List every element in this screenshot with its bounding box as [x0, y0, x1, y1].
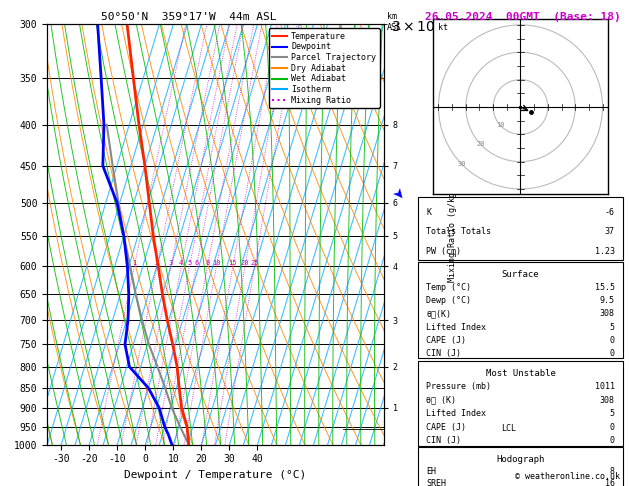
Text: Temp (°C): Temp (°C)	[426, 283, 472, 292]
Y-axis label: Mixing Ratio (g/kg): Mixing Ratio (g/kg)	[448, 187, 457, 282]
Text: 0: 0	[610, 423, 615, 432]
Text: CIN (J): CIN (J)	[426, 436, 462, 445]
Text: Totals Totals: Totals Totals	[426, 227, 491, 237]
Text: 1.23: 1.23	[594, 246, 615, 256]
Text: 37: 37	[604, 227, 615, 237]
Text: EH: EH	[426, 467, 437, 476]
Text: 6: 6	[194, 260, 199, 266]
Text: Hodograph: Hodograph	[496, 454, 545, 464]
Text: -6: -6	[604, 208, 615, 217]
Text: 20: 20	[241, 260, 249, 266]
Text: 2: 2	[155, 260, 159, 266]
Text: 8: 8	[205, 260, 209, 266]
Text: 10: 10	[496, 122, 505, 128]
Text: PW (cm): PW (cm)	[426, 246, 462, 256]
Text: 0: 0	[610, 336, 615, 345]
Text: 5: 5	[610, 409, 615, 418]
Text: © weatheronline.co.uk: © weatheronline.co.uk	[515, 472, 620, 481]
Text: 26.05.2024  00GMT  (Base: 18): 26.05.2024 00GMT (Base: 18)	[425, 12, 620, 22]
Text: θᴇ(K): θᴇ(K)	[426, 310, 452, 318]
Text: LCL: LCL	[501, 424, 516, 433]
Text: kt: kt	[438, 23, 448, 33]
Text: θᴇ (K): θᴇ (K)	[426, 396, 457, 405]
Text: Lifted Index: Lifted Index	[426, 409, 486, 418]
Text: ➤: ➤	[389, 186, 406, 203]
Text: 8: 8	[610, 467, 615, 476]
Text: 1: 1	[132, 260, 136, 266]
Text: 9.5: 9.5	[599, 296, 615, 305]
X-axis label: Dewpoint / Temperature (°C): Dewpoint / Temperature (°C)	[125, 470, 306, 480]
Text: 308: 308	[599, 396, 615, 405]
Text: 5: 5	[187, 260, 192, 266]
Text: CIN (J): CIN (J)	[426, 349, 462, 358]
Legend: Temperature, Dewpoint, Parcel Trajectory, Dry Adiabat, Wet Adiabat, Isotherm, Mi: Temperature, Dewpoint, Parcel Trajectory…	[269, 29, 379, 108]
Text: 3: 3	[169, 260, 173, 266]
Text: 0: 0	[610, 349, 615, 358]
Text: CAPE (J): CAPE (J)	[426, 336, 467, 345]
Text: 25: 25	[250, 260, 259, 266]
Text: 308: 308	[599, 310, 615, 318]
Text: SREH: SREH	[426, 479, 447, 486]
Text: Dewp (°C): Dewp (°C)	[426, 296, 472, 305]
Text: 30: 30	[457, 161, 465, 167]
Text: 20: 20	[477, 141, 486, 147]
Text: 50°50'N  359°17'W  44m ASL: 50°50'N 359°17'W 44m ASL	[101, 12, 276, 22]
Text: K: K	[426, 208, 431, 217]
Text: 4: 4	[179, 260, 184, 266]
Text: Lifted Index: Lifted Index	[426, 323, 486, 331]
Text: 0: 0	[610, 436, 615, 445]
Text: Pressure (mb): Pressure (mb)	[426, 382, 491, 391]
Text: CAPE (J): CAPE (J)	[426, 423, 467, 432]
Text: 5: 5	[610, 323, 615, 331]
Text: 16: 16	[604, 479, 615, 486]
Text: Surface: Surface	[502, 270, 539, 279]
Text: 15: 15	[228, 260, 237, 266]
Text: 1011: 1011	[594, 382, 615, 391]
Text: 10: 10	[212, 260, 221, 266]
Text: 15.5: 15.5	[594, 283, 615, 292]
Text: km
ASL: km ASL	[387, 12, 402, 32]
Text: Most Unstable: Most Unstable	[486, 369, 555, 378]
